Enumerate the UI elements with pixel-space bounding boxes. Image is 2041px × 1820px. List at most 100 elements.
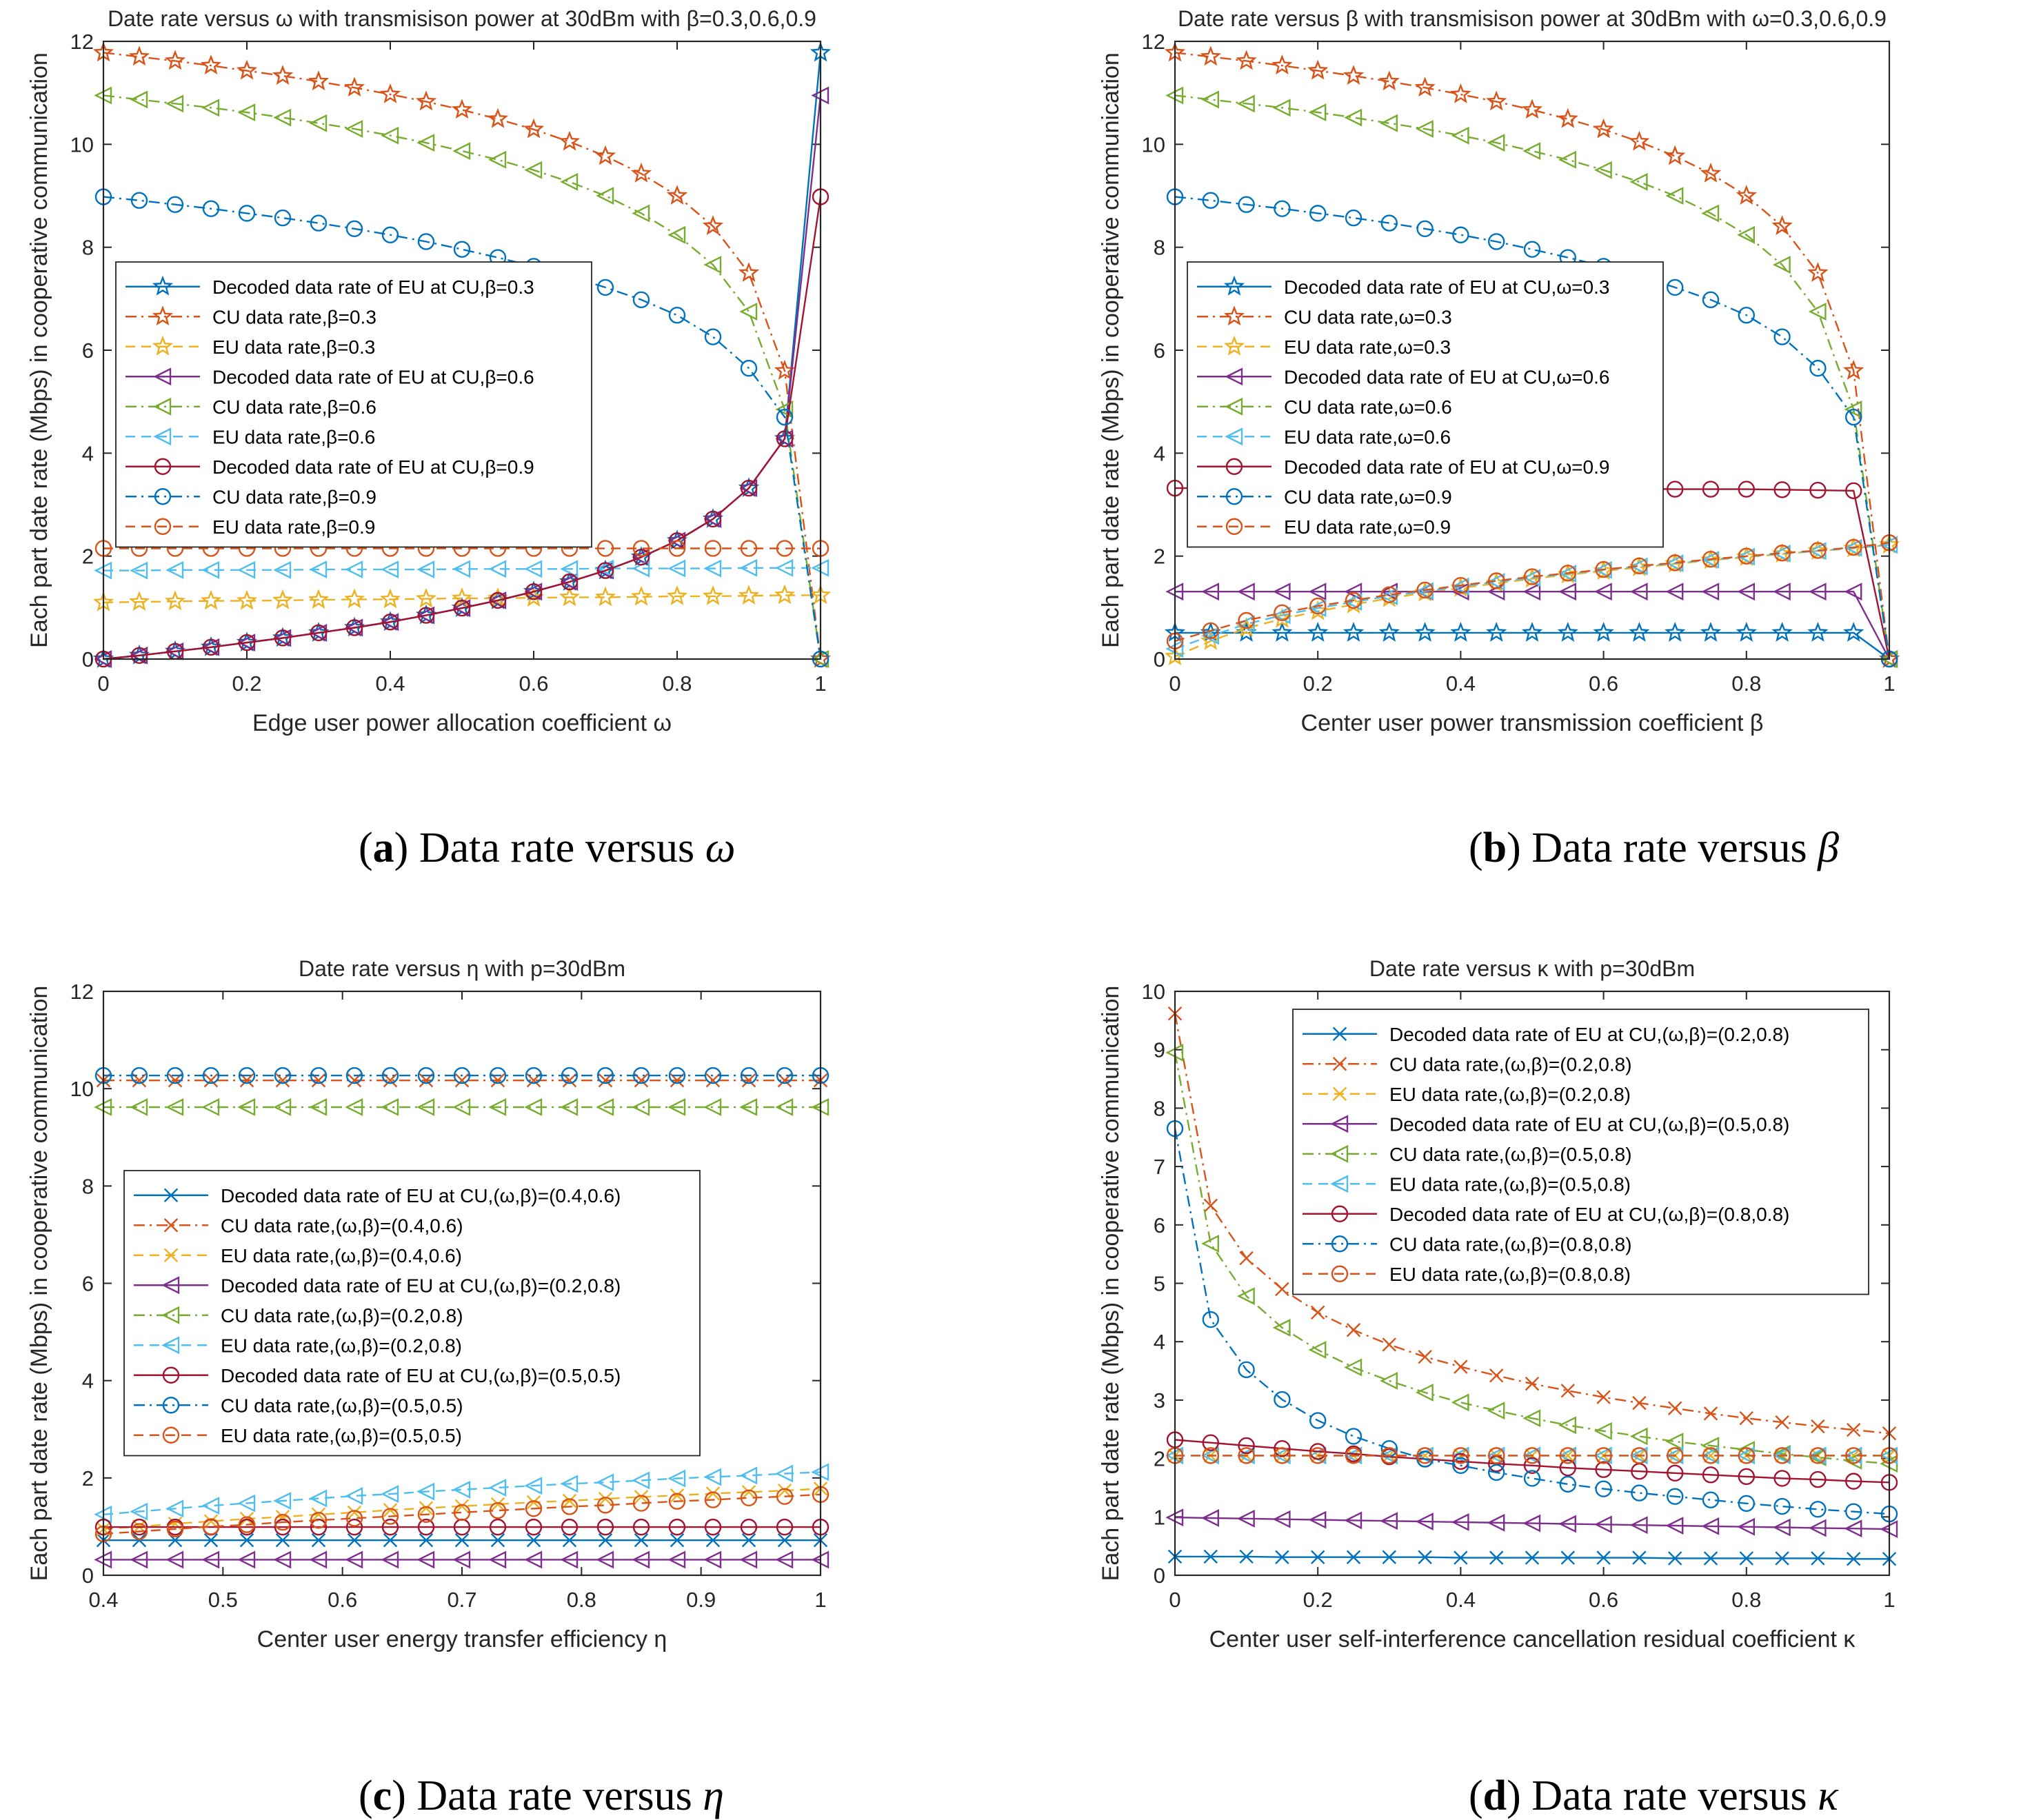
data-point [562, 1493, 577, 1508]
axes-box [102, 990, 822, 1577]
data-point [704, 328, 722, 345]
data-point [164, 590, 186, 611]
x-tick-label: 0.8 [567, 1588, 596, 1612]
data-point [596, 1550, 614, 1569]
data-point [1486, 90, 1507, 111]
legend-marker [162, 1397, 180, 1414]
data-point [1631, 1484, 1648, 1502]
data-point [1416, 1447, 1434, 1464]
data-point [489, 1066, 507, 1084]
legend-marker [1330, 1115, 1349, 1133]
data-point [1771, 215, 1793, 235]
data-point [1809, 1470, 1827, 1488]
data-point [1201, 1234, 1220, 1253]
caption-paren-open: ( [359, 1772, 373, 1819]
data-point [776, 1518, 794, 1536]
y-axis-label: Each part date rate (Mbps) in cooperativ… [26, 986, 52, 1581]
data-point [381, 1485, 399, 1504]
data-point [452, 560, 471, 578]
data-point [630, 162, 652, 183]
axes-box [1174, 990, 1891, 1577]
data-point [774, 584, 796, 605]
data-point [668, 540, 686, 557]
data-point [488, 560, 507, 578]
data-point [1454, 1359, 1468, 1374]
data-point [703, 1550, 722, 1569]
data-point [1665, 583, 1684, 601]
data-point [739, 303, 758, 321]
y-tick-label: 3 [1154, 1388, 1165, 1413]
y-tick-label: 1 [1154, 1505, 1165, 1529]
x-tick-label: 1 [1883, 671, 1895, 696]
y-axis-label: Each part date rate (Mbps) in cooperativ… [1098, 986, 1124, 1581]
legend-entry: EU data rate,β=0.6 [212, 426, 375, 447]
data-point [1489, 1550, 1504, 1565]
data-point [130, 1066, 148, 1084]
legend-marker [163, 1218, 179, 1233]
data-point [1595, 1480, 1612, 1497]
data-point [596, 540, 614, 557]
data-point [1773, 544, 1791, 562]
data-point [704, 1066, 722, 1084]
series-3 [92, 584, 832, 611]
data-point [1202, 192, 1220, 209]
data-point [1738, 1468, 1756, 1486]
data-point [703, 1468, 722, 1486]
data-point [310, 214, 328, 232]
series-8 [94, 1066, 830, 1084]
legend-marker [1330, 1144, 1349, 1163]
data-point [1487, 1464, 1505, 1482]
data-point [1202, 622, 1220, 640]
data-point [488, 150, 507, 169]
data-point [630, 585, 652, 606]
data-point [525, 1518, 543, 1536]
data-point [596, 1066, 614, 1084]
data-point [489, 592, 507, 609]
panel-caption: (d) Data rate versus κ [1469, 1772, 1839, 1819]
data-point [634, 1490, 649, 1504]
data-point [1201, 1509, 1220, 1527]
data-point [1345, 1447, 1363, 1464]
y-tick-label: 4 [1154, 1330, 1165, 1354]
data-point [560, 1475, 579, 1493]
caption-letter: d [1483, 1772, 1507, 1819]
data-point [1236, 50, 1257, 70]
data-point [1738, 547, 1756, 565]
data-point [1274, 604, 1291, 621]
data-point [274, 629, 292, 647]
series-line [103, 196, 822, 660]
data-point [1308, 103, 1327, 121]
x-tick-label: 0.6 [1589, 1588, 1618, 1612]
data-point [1593, 161, 1612, 179]
data-point [165, 1550, 184, 1569]
legend-marker [153, 367, 172, 386]
data-point [1807, 262, 1829, 282]
data-point [1307, 59, 1329, 80]
data-point [488, 1550, 507, 1569]
legend-entry: Decoded data rate of EU at CU,(ω,β)=(0.2… [221, 1275, 621, 1296]
x-tick-label: 0.8 [662, 671, 692, 696]
data-point [1309, 1412, 1327, 1429]
data-point [1525, 1376, 1540, 1391]
data-point [596, 1518, 614, 1536]
data-point [345, 619, 363, 636]
data-point [1415, 1513, 1434, 1531]
y-tick-label: 4 [1154, 441, 1165, 465]
data-point [275, 1533, 290, 1548]
data-point [777, 1483, 792, 1498]
data-point [704, 1491, 722, 1508]
data-point [740, 1518, 758, 1536]
data-point [451, 99, 473, 119]
data-point [416, 560, 435, 579]
data-point [1343, 621, 1365, 642]
data-point [740, 540, 758, 557]
data-point [596, 562, 614, 579]
data-point [1703, 1551, 1718, 1566]
data-point [1309, 1443, 1327, 1460]
data-point [1737, 1517, 1756, 1536]
data-point [1487, 1447, 1505, 1464]
data-point [1415, 119, 1434, 138]
data-point [1593, 1422, 1612, 1440]
data-point [164, 50, 186, 70]
data-point [775, 558, 794, 577]
